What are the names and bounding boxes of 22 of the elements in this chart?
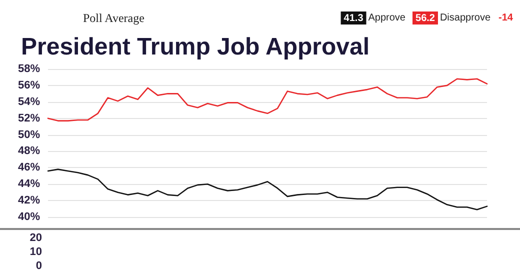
line-series [47,168,488,210]
y-tick-label: 52% [18,112,40,124]
legend-label: Disapprove [440,12,491,24]
y-tick-label: 42% [18,194,40,207]
y-tick-label: 54% [18,96,40,108]
text: 56.2 [416,13,436,24]
text: 20 [30,232,42,244]
line-series [47,78,488,122]
y-tick-label: 48% [18,145,40,158]
y-tick-label: 58% [18,63,40,75]
y-tick-label: 44% [18,178,40,190]
text: 41.3 [344,13,364,24]
chart-subtitle: Poll Average [83,11,144,25]
legend-label: Approve [368,12,406,24]
text: -14 [498,12,514,24]
text: 10 [30,246,42,258]
y-tick-label: 46% [18,162,40,174]
y-tick-label: 40% [18,211,40,223]
text: 0 [36,260,42,272]
y-tick-label: 56% [18,79,40,92]
y-tick-label: 50% [18,128,40,141]
chart-title: President Trump Job Approval [21,34,370,60]
